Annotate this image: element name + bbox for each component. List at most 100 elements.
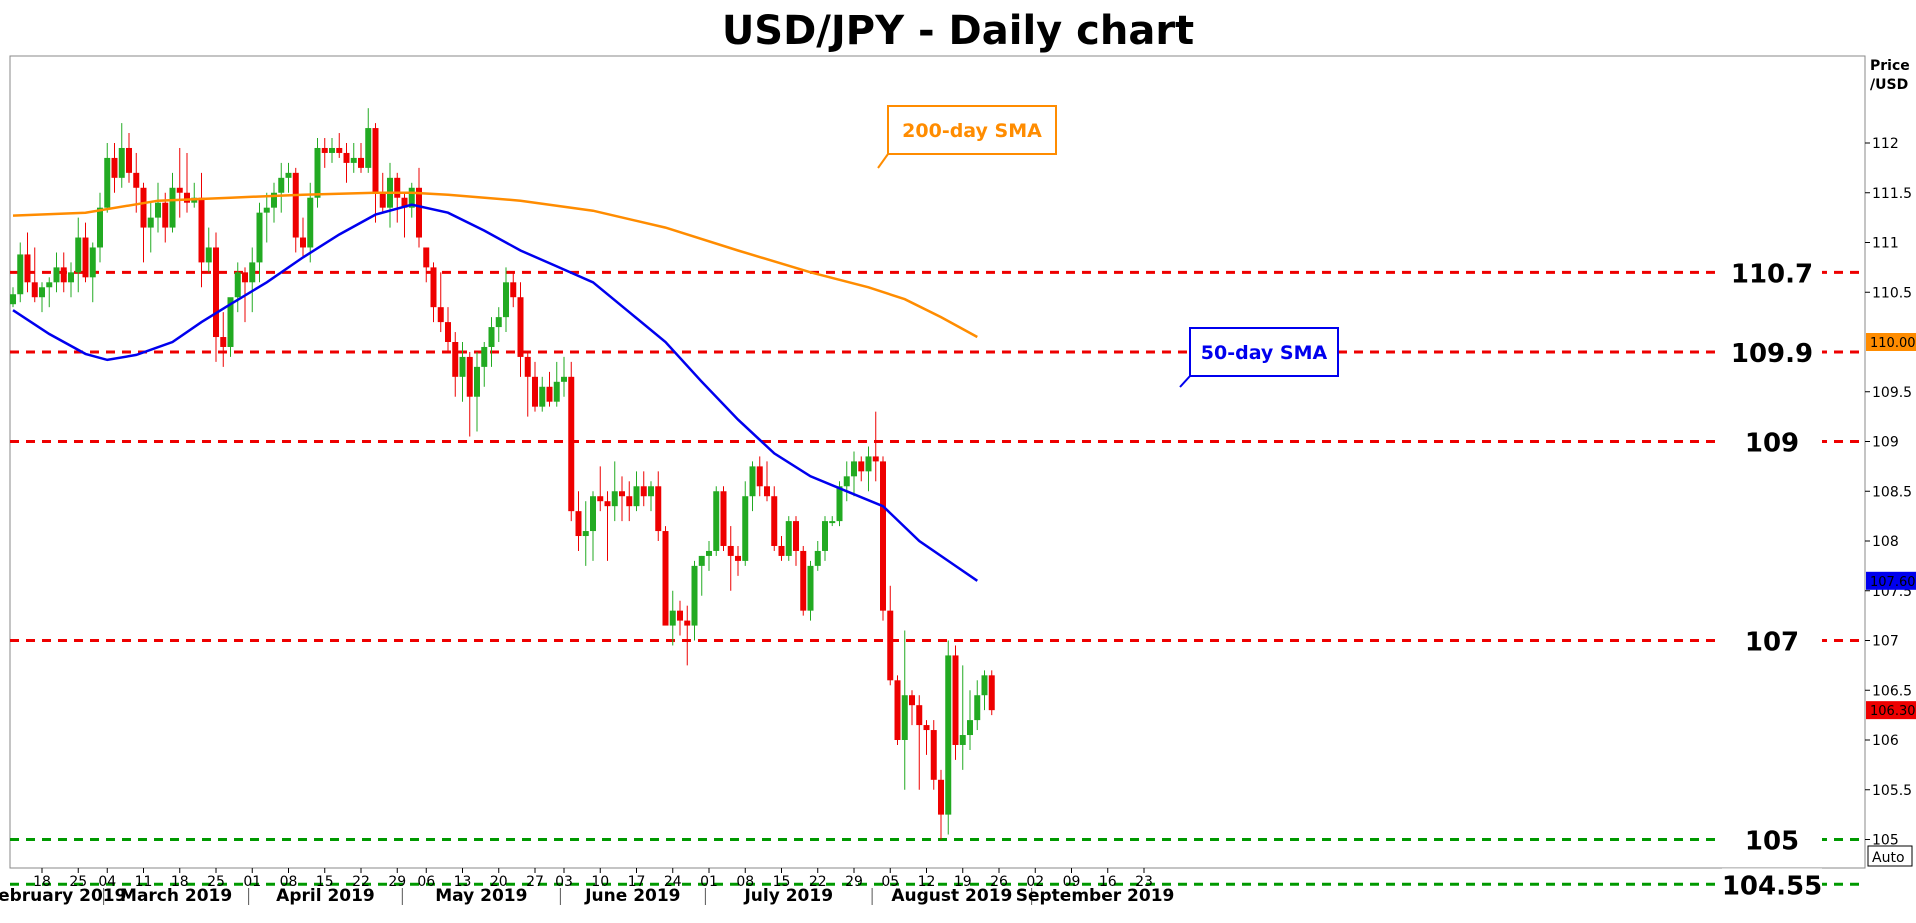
candle-body xyxy=(176,187,183,193)
candle-body xyxy=(430,267,437,308)
sma-50-line xyxy=(12,203,979,582)
candle-body xyxy=(669,610,676,626)
candle-body xyxy=(89,247,96,278)
x-tick-label: 22 xyxy=(809,874,827,890)
level-label: 109.9 xyxy=(1731,339,1813,369)
candle-body xyxy=(445,322,451,342)
x-tick-label: 02 xyxy=(1026,874,1044,890)
candle-body xyxy=(249,262,256,283)
candle-body xyxy=(256,212,263,263)
y-axis-label-line: Price xyxy=(1870,58,1910,74)
month-label: February 2019 xyxy=(0,886,126,906)
candle-body xyxy=(401,197,408,208)
candle-body xyxy=(466,356,473,397)
x-tick-label: 19 xyxy=(954,874,972,890)
x-tick-label: 26 xyxy=(990,874,1008,890)
month-label: September 2019 xyxy=(1016,886,1175,906)
y-axis-label: Price/USD xyxy=(1870,58,1910,93)
candle-body xyxy=(698,555,705,566)
candle-body xyxy=(408,187,415,208)
y-tick-label: 109.5 xyxy=(1872,385,1912,401)
candle-body xyxy=(561,376,567,382)
x-tick-label: 25 xyxy=(207,874,225,890)
last-price-badge-bg xyxy=(1866,701,1916,720)
candle-body xyxy=(234,272,241,298)
candle-body xyxy=(394,177,401,198)
horizontal-levels: 110.7 109.9 109 107 105 104.55 xyxy=(10,256,1865,901)
x-tick-label: 05 xyxy=(881,874,899,890)
candle-body xyxy=(31,282,38,298)
candle-body xyxy=(474,366,480,397)
candle-body xyxy=(53,267,60,283)
candle-body xyxy=(720,491,727,546)
candle-body xyxy=(619,491,625,497)
candle-body xyxy=(300,237,306,248)
candle-body xyxy=(68,272,74,283)
candle-body xyxy=(517,297,524,357)
candle-body xyxy=(24,254,31,283)
candle-body xyxy=(582,531,589,537)
candle-body xyxy=(575,511,582,537)
candle-body xyxy=(807,565,814,611)
x-tick-label: 15 xyxy=(773,874,791,890)
candle-body xyxy=(220,337,227,347)
candle-body xyxy=(437,307,444,323)
x-axis-ticks: 18 25 04 11 18 25 01 08 15 22 29 06 13 20 27 03 10 17 24 01… xyxy=(33,868,1153,890)
x-tick-label: 20 xyxy=(490,874,508,890)
x-tick-label: 29 xyxy=(388,874,406,890)
candle-body xyxy=(416,187,422,238)
level-label-bg xyxy=(1722,624,1822,657)
candle-body xyxy=(321,147,328,153)
candle-body xyxy=(336,147,343,153)
candle-body xyxy=(60,267,67,283)
candle-body xyxy=(865,456,872,472)
level-label: 109 xyxy=(1745,429,1799,459)
candle-body xyxy=(590,496,596,532)
candle-body xyxy=(858,461,865,472)
level-label-bg xyxy=(1722,823,1822,856)
candle-body xyxy=(510,282,517,298)
candle-body xyxy=(423,247,430,268)
candle-body xyxy=(82,237,89,278)
x-tick-label: 27 xyxy=(526,874,544,890)
sma-50-callout-label: 50-day SMA xyxy=(1201,342,1328,364)
candle-body xyxy=(140,187,147,228)
level-label-bg xyxy=(1722,335,1822,368)
x-tick-label: 11 xyxy=(135,874,153,890)
candle-body xyxy=(314,147,321,198)
candle-body xyxy=(481,346,488,367)
x-tick-label: 09 xyxy=(1063,874,1081,890)
month-label: May 2019 xyxy=(435,886,527,906)
candle-body xyxy=(10,294,16,305)
candle-body xyxy=(706,550,712,556)
candle-body xyxy=(640,486,647,497)
candle-body xyxy=(981,675,988,696)
moving-averages xyxy=(12,191,979,582)
x-tick-label: 29 xyxy=(845,874,863,890)
month-label: April 2019 xyxy=(276,886,375,906)
candle-body xyxy=(307,197,314,248)
candle-body xyxy=(887,610,894,681)
last-price-badge-text: 106.30 xyxy=(1870,704,1916,719)
candle-body xyxy=(829,521,836,524)
candle-body xyxy=(532,376,538,407)
candle-body xyxy=(126,147,132,173)
candle-body xyxy=(735,555,741,561)
candle-body xyxy=(756,466,763,487)
auto-scale-box xyxy=(1867,845,1913,867)
sma-200-line xyxy=(12,191,978,339)
y-axis-ticks: 112111.5111110.5109.5109108.5108107.5107… xyxy=(1865,136,1913,867)
candle-body xyxy=(242,272,248,283)
candle-body xyxy=(626,496,633,507)
candle-body xyxy=(880,461,886,611)
candle-body xyxy=(713,491,720,551)
x-tick-label: 25 xyxy=(69,874,87,890)
x-tick-label: 12 xyxy=(918,874,936,890)
candle-body xyxy=(495,317,502,328)
candle-body xyxy=(147,217,154,228)
sma-callouts: 200-day SMA 50-day SMA xyxy=(877,105,1339,388)
x-tick-label: 22 xyxy=(352,874,370,890)
x-tick-label: 18 xyxy=(171,874,189,890)
candle-body xyxy=(727,545,734,556)
